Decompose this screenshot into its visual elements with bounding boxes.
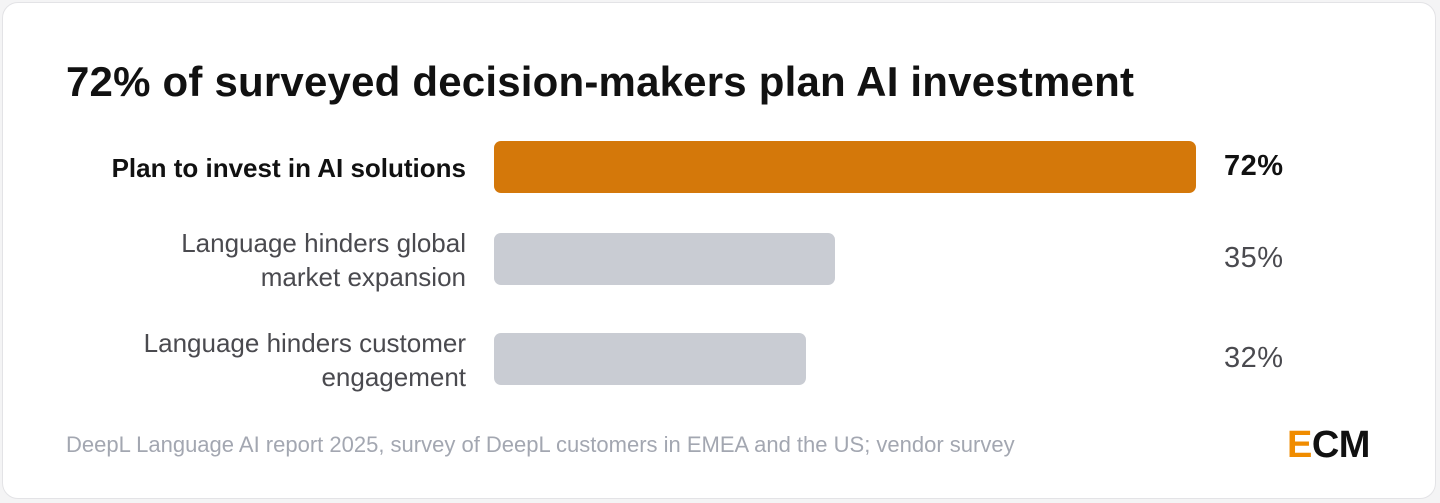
logo-letters: CM <box>1311 424 1371 466</box>
category-label-line: Language hinders global <box>181 228 466 258</box>
category-label: Language hinders global market expansion <box>46 226 466 294</box>
logo-letter-accent: E <box>1287 424 1312 466</box>
chart-title: 72% of surveyed decision-makers plan AI … <box>66 58 1135 105</box>
category-label-line: market expansion <box>260 262 466 292</box>
value-label: 35% <box>1224 242 1284 274</box>
category-label: Plan to invest in AI solutions <box>46 151 466 185</box>
category-label: Language hinders customer engagement <box>46 326 466 394</box>
category-label-line: Language hinders customer <box>143 328 466 358</box>
bar <box>494 233 836 285</box>
value-label: 72% <box>1224 150 1284 182</box>
bar <box>494 333 806 385</box>
bar <box>494 141 1196 193</box>
value-label: 32% <box>1224 342 1284 374</box>
category-label-line: engagement <box>321 362 466 392</box>
source-note: DeepL Language AI report 2025, survey of… <box>66 432 1015 457</box>
ecm-logo: ECM <box>1287 424 1370 467</box>
category-label-line: Plan to invest in AI solutions <box>111 153 466 183</box>
